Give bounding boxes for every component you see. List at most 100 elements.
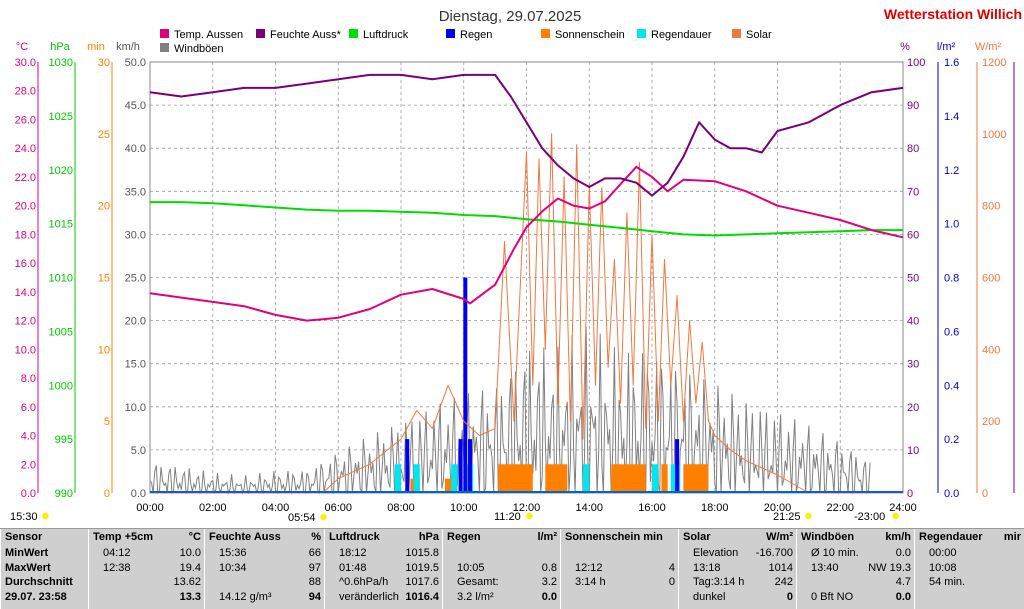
axis-tick-label: 0.0 (21, 488, 36, 500)
stats-cell-label: 54 min. (929, 576, 966, 588)
stats-cell-value: 0.0 (895, 590, 911, 603)
legend-label: Feuchte Auss* (270, 29, 342, 41)
stats-cell-label: Gesamt: (457, 576, 499, 588)
axis-tick-label: 10 (907, 445, 919, 457)
stats-cell-value: 1016.4 (405, 590, 439, 603)
legend-swatch (256, 29, 265, 38)
axis-unit-label: °C (16, 41, 28, 53)
axis-tick-label: 1010 (49, 273, 73, 285)
x-tick-label: 16:00 (638, 502, 666, 514)
axis-tick-label: 0.4 (944, 380, 959, 392)
axis-tick-label: 50 (907, 273, 919, 285)
stats-row: Durchschnitt (5, 576, 73, 588)
windboeen-line (149, 325, 871, 495)
axis-tick-label: 40 (907, 316, 919, 328)
luftdruck-line (150, 201, 903, 237)
stats-cell-value: 94 (308, 590, 321, 603)
stats-cell-value: 19.4 (179, 561, 201, 574)
axis-tick-label: 5 (104, 416, 110, 428)
axis-tick-label: 70 (907, 186, 919, 198)
axis-tick-label: 600 (982, 273, 1000, 285)
stats-header: Solar W/m² (679, 529, 797, 546)
axis-tick-label: 995 (55, 434, 73, 446)
stats-row: MaxWert (5, 561, 51, 574)
axis-tick-label: 16.0 (15, 258, 36, 270)
stats-cell-label: Tag:3:14 h (693, 576, 745, 588)
axis-tick-label: 20.0 (15, 201, 36, 213)
sun-marker-icon (42, 512, 49, 520)
stats-cell-value: 4.7 (895, 576, 911, 588)
stats-header: Windböen km/h (797, 529, 915, 546)
legend-swatch (732, 29, 741, 38)
regen-bar (463, 277, 468, 493)
stats-row (561, 590, 679, 605)
stats-row: 01:48 1019.5 (325, 561, 443, 576)
time-marker-label: -23:00 (854, 511, 885, 523)
stats-column-regen: Regen l/m² 10:05 0.8 Gesamt: 3.2 3.2 l/m² 0.0 (442, 529, 561, 609)
legend-label: Luftdruck (363, 29, 409, 41)
stats-cell-value: 0 (786, 590, 793, 603)
axis-tick-label: 1030 (49, 57, 73, 69)
stats-header-label: Sonnenschein min (565, 531, 663, 543)
stats-row: 13:18 1014 (679, 561, 797, 576)
axis-tick-label: 0.0 (944, 488, 959, 500)
x-tick-label: 18:00 (701, 502, 729, 514)
stats-cell-label: 00:00 (929, 547, 957, 559)
stats-cell-value: 3.2 (541, 576, 557, 588)
stats-cell-value: 1014 (768, 561, 793, 574)
axis-unit-label: % (900, 41, 910, 53)
stats-cell-label: 0 Bft NO (811, 590, 854, 603)
axis-tick-label: 0.2 (944, 434, 959, 446)
axis-tick-label: 30 (907, 359, 919, 371)
stats-row: ^0.6hPa/h 1017.6 (325, 575, 443, 590)
regen-bar (405, 439, 410, 493)
legend-swatch (446, 29, 455, 38)
stats-header: Regen l/m² (443, 529, 561, 546)
axis-tick-label: 200 (982, 416, 1000, 428)
stats-column-solar: Solar W/m² Elevation -16.700 13:18 1014 Tag:3:… (678, 529, 797, 609)
stats-row: 0 Bft NO 0.0 (797, 590, 915, 605)
station-name: Wetterstation Willich (884, 6, 1022, 22)
stats-cell-value: 0.0 (895, 547, 911, 559)
stats-cell-label: 3:14 h (575, 576, 606, 588)
x-tick-label: 06:00 (324, 502, 352, 514)
feuchte-line (149, 73, 904, 197)
axis-tick-label: 30.0 (125, 229, 146, 241)
sun-marker-icon (526, 512, 533, 520)
axis-tick-label: 30.0 (15, 57, 36, 69)
legend-label: Regen (460, 29, 492, 41)
stats-row (443, 546, 561, 561)
axis-tick-label: 5.0 (131, 445, 146, 457)
stats-header-unit: l/m² (537, 531, 557, 543)
axis-tick-label: 20 (907, 402, 919, 414)
axis-tick-label: 20.0 (125, 316, 146, 328)
axis-tick-label: 0.0 (131, 488, 146, 500)
stats-cell-value: 66 (308, 547, 321, 559)
sun-marker-icon (892, 512, 899, 520)
stats-cell-value: 88 (308, 576, 321, 588)
axis-tick-label: 1200 (982, 57, 1006, 69)
legend-swatch (160, 29, 169, 38)
axis-tick-label: 0.6 (944, 326, 959, 338)
stats-header-label: Solar (683, 531, 711, 543)
axis-tick-label: 1005 (49, 326, 73, 338)
stats-row: 13:40 NW 19.3 (797, 561, 915, 576)
axis-unit-label: km/h (116, 41, 140, 53)
regendauer-bar (394, 464, 401, 493)
legend-label: Regendauer (651, 29, 712, 41)
axis-tick-label: 0 (982, 488, 988, 500)
solar-line (150, 133, 903, 494)
stats-row: 10:05 0.8 (443, 561, 561, 576)
axis-tick-label: 400 (982, 344, 1000, 356)
stats-header-label: Sensor (5, 531, 43, 543)
x-axis-ticks: 00:00 02:00 04:00 06:00 08:00 10:00 12:00 14:00… (136, 502, 917, 514)
stats-row: 4.7 (797, 575, 915, 590)
time-marker-label: 05:54 (288, 512, 316, 524)
legend-swatch (637, 29, 646, 38)
stats-row: 00:00 (915, 546, 1024, 561)
axis-tick-label: 1015 (49, 219, 73, 231)
stats-column-temp: Temp +5cm °C 04:12 10.0 12:38 19.4 13.62 13.3 (88, 529, 205, 609)
axis-tick-label: 50.0 (125, 57, 146, 69)
stats-cell-value: 13.62 (173, 576, 201, 588)
x-tick-label: 20:00 (764, 502, 792, 514)
